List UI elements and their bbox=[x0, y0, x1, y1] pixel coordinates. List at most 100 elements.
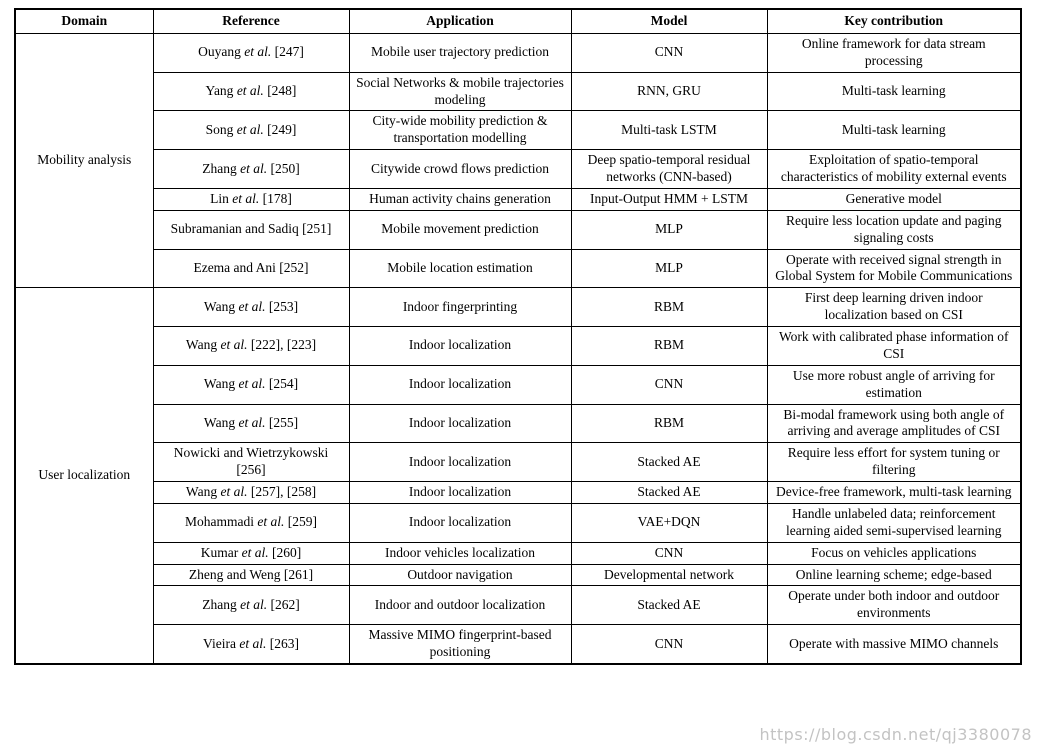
cell-key-contribution: Work with calibrated phase information o… bbox=[766, 326, 1022, 366]
cell-reference: Yang et al. [248] bbox=[152, 71, 350, 112]
column-header-reference: Reference bbox=[152, 8, 350, 34]
cell-application: Massive MIMO fingerprint-based positioni… bbox=[348, 624, 572, 665]
cell-model: Deep spatio-temporal residual networks (… bbox=[570, 149, 768, 189]
paper-table-container: Domain Reference Application Model Key contr… bbox=[14, 8, 1022, 665]
domain-cell: Mobility analysis bbox=[14, 32, 154, 289]
cell-reference: Kumar et al. [260] bbox=[152, 541, 350, 565]
cell-key-contribution: Handle unlabeled data; reinforcement lea… bbox=[766, 502, 1022, 543]
cell-reference: Subramanian and Sadiq [251] bbox=[152, 209, 350, 250]
cell-reference: Zhang et al. [262] bbox=[152, 585, 350, 626]
cell-model: Stacked AE bbox=[570, 481, 768, 504]
table-row: Zheng and Weng [261] Outdoor navigation De… bbox=[15, 563, 1022, 587]
table-row: Mohammadi et al. [259] Indoor localizatio… bbox=[15, 502, 1022, 543]
cell-application: Mobile location estimation bbox=[348, 248, 572, 289]
column-header-domain: Domain bbox=[14, 8, 154, 34]
cell-reference: Vieira et al. [263] bbox=[152, 624, 350, 665]
cell-application: Mobile user trajectory prediction bbox=[348, 32, 572, 73]
table-row: Wang et al. [257], [258] Indoor localizat… bbox=[15, 481, 1022, 504]
cell-application: Indoor vehicles localization bbox=[348, 541, 572, 565]
cell-reference: Mohammadi et al. [259] bbox=[152, 502, 350, 543]
cell-model: MLP bbox=[570, 248, 768, 289]
domain-cell: User localization bbox=[14, 287, 154, 665]
deep-learning-mobility-table: Domain Reference Application Model Key contr… bbox=[14, 8, 1022, 665]
cell-reference: Wang et al. [254] bbox=[152, 364, 350, 405]
cell-reference: Lin et al. [178] bbox=[152, 187, 350, 211]
table-row: Wang et al. [255] Indoor localization RBM B… bbox=[15, 403, 1022, 444]
cell-key-contribution: Operate under both indoor and outdoor en… bbox=[766, 585, 1022, 626]
cell-key-contribution: First deep learning driven indoor locali… bbox=[766, 287, 1022, 327]
cell-key-contribution: Operate with massive MIMO channels bbox=[766, 624, 1022, 665]
table-row: Song et al. [249] City-wide mobility pred… bbox=[15, 110, 1022, 151]
cell-application: Indoor localization bbox=[348, 502, 572, 543]
cell-reference: Nowicki and Wietrzykowski [256] bbox=[152, 442, 350, 482]
cell-model: CNN bbox=[570, 32, 768, 73]
table-body: Mobility analysis Ouyang et al. [247] Mobi… bbox=[14, 32, 1022, 665]
cell-model: RBM bbox=[570, 287, 768, 327]
cell-application: Indoor localization bbox=[348, 442, 572, 482]
table-row: Kumar et al. [260] Indoor vehicles locali… bbox=[15, 541, 1022, 565]
cell-model: Stacked AE bbox=[570, 442, 768, 482]
table-row: Wang et al. [254] Indoor localization CNN U… bbox=[15, 364, 1022, 405]
cell-reference: Wang et al. [255] bbox=[152, 403, 350, 444]
cell-application: Indoor and outdoor localization bbox=[348, 585, 572, 626]
cell-key-contribution: Require less effort for system tuning or… bbox=[766, 442, 1022, 482]
cell-key-contribution: Multi-task learning bbox=[766, 110, 1022, 151]
cell-model: RBM bbox=[570, 403, 768, 444]
cell-key-contribution: Focus on vehicles applications bbox=[766, 541, 1022, 565]
table-row: Yang et al. [248] Social Networks & mobil… bbox=[15, 71, 1022, 112]
cell-application: Indoor localization bbox=[348, 481, 572, 504]
table-row: Mobility analysis Ouyang et al. [247] Mobi… bbox=[14, 32, 1022, 289]
csdn-watermark: https://blog.csdn.net/qj3380078 bbox=[759, 725, 1032, 744]
cell-application: Citywide crowd flows prediction bbox=[348, 149, 572, 189]
cell-application: Human activity chains generation bbox=[348, 187, 572, 211]
cell-model: CNN bbox=[570, 364, 768, 405]
cell-application: Outdoor navigation bbox=[348, 563, 572, 587]
cell-key-contribution: Require less location update and paging … bbox=[766, 209, 1022, 250]
cell-model: MLP bbox=[570, 209, 768, 250]
table-row: Nowicki and Wietrzykowski [256] Indoor lo… bbox=[15, 442, 1022, 482]
table-row: Vieira et al. [263] Massive MIMO fingerpr… bbox=[15, 624, 1022, 665]
cell-key-contribution: Operate with received signal strength in… bbox=[766, 248, 1022, 289]
column-header-key-contribution: Key contribution bbox=[766, 8, 1022, 34]
cell-key-contribution: Generative model bbox=[766, 187, 1022, 211]
table-row: Lin et al. [178] Human activity chains ge… bbox=[15, 187, 1022, 211]
cell-key-contribution: Online learning scheme; edge-based bbox=[766, 563, 1022, 587]
table-row: Zhang et al. [250] Citywide crowd flows p… bbox=[15, 149, 1022, 189]
cell-application: Social Networks & mobile trajectories mo… bbox=[348, 71, 572, 112]
table-row: Zhang et al. [262] Indoor and outdoor loc… bbox=[15, 585, 1022, 626]
cell-model: Developmental network bbox=[570, 563, 768, 587]
cell-model: CNN bbox=[570, 541, 768, 565]
cell-model: VAE+DQN bbox=[570, 502, 768, 543]
cell-application: Indoor localization bbox=[348, 403, 572, 444]
cell-application: Indoor fingerprinting bbox=[348, 287, 572, 327]
cell-model: RBM bbox=[570, 326, 768, 366]
cell-key-contribution: Multi-task learning bbox=[766, 71, 1022, 112]
cell-model: Input-Output HMM + LSTM bbox=[570, 187, 768, 211]
cell-model: Multi-task LSTM bbox=[570, 110, 768, 151]
cell-application: Indoor localization bbox=[348, 364, 572, 405]
cell-key-contribution: Device-free framework, multi-task learni… bbox=[766, 481, 1022, 504]
cell-reference: Wang et al. [253] bbox=[152, 287, 350, 327]
column-header-application: Application bbox=[348, 8, 572, 34]
cell-model: RNN, GRU bbox=[570, 71, 768, 112]
table-header-row: Domain Reference Application Model Key contr… bbox=[14, 8, 1022, 34]
table-row: User localization Wang et al. [253] Indoor… bbox=[14, 287, 1022, 665]
cell-application: Mobile movement prediction bbox=[348, 209, 572, 250]
cell-reference: Song et al. [249] bbox=[152, 110, 350, 151]
cell-key-contribution: Use more robust angle of arriving for es… bbox=[766, 364, 1022, 405]
cell-model: CNN bbox=[570, 624, 768, 665]
cell-application: Indoor localization bbox=[348, 326, 572, 366]
cell-key-contribution: Online framework for data stream process… bbox=[766, 32, 1022, 73]
table-row: Wang et al. [222], [223] Indoor localizat… bbox=[15, 326, 1022, 366]
table-row: Subramanian and Sadiq [251] Mobile moveme… bbox=[15, 209, 1022, 250]
table-row: Ezema and Ani [252] Mobile location estim… bbox=[15, 248, 1022, 289]
cell-reference: Zhang et al. [250] bbox=[152, 149, 350, 189]
cell-reference: Zheng and Weng [261] bbox=[152, 563, 350, 587]
cell-application: City-wide mobility prediction & transpor… bbox=[348, 110, 572, 151]
cell-reference: Ezema and Ani [252] bbox=[152, 248, 350, 289]
cell-model: Stacked AE bbox=[570, 585, 768, 626]
cell-reference: Wang et al. [222], [223] bbox=[152, 326, 350, 366]
cell-key-contribution: Exploitation of spatio-temporal characte… bbox=[766, 149, 1022, 189]
cell-reference: Ouyang et al. [247] bbox=[152, 32, 350, 73]
cell-reference: Wang et al. [257], [258] bbox=[152, 481, 350, 504]
